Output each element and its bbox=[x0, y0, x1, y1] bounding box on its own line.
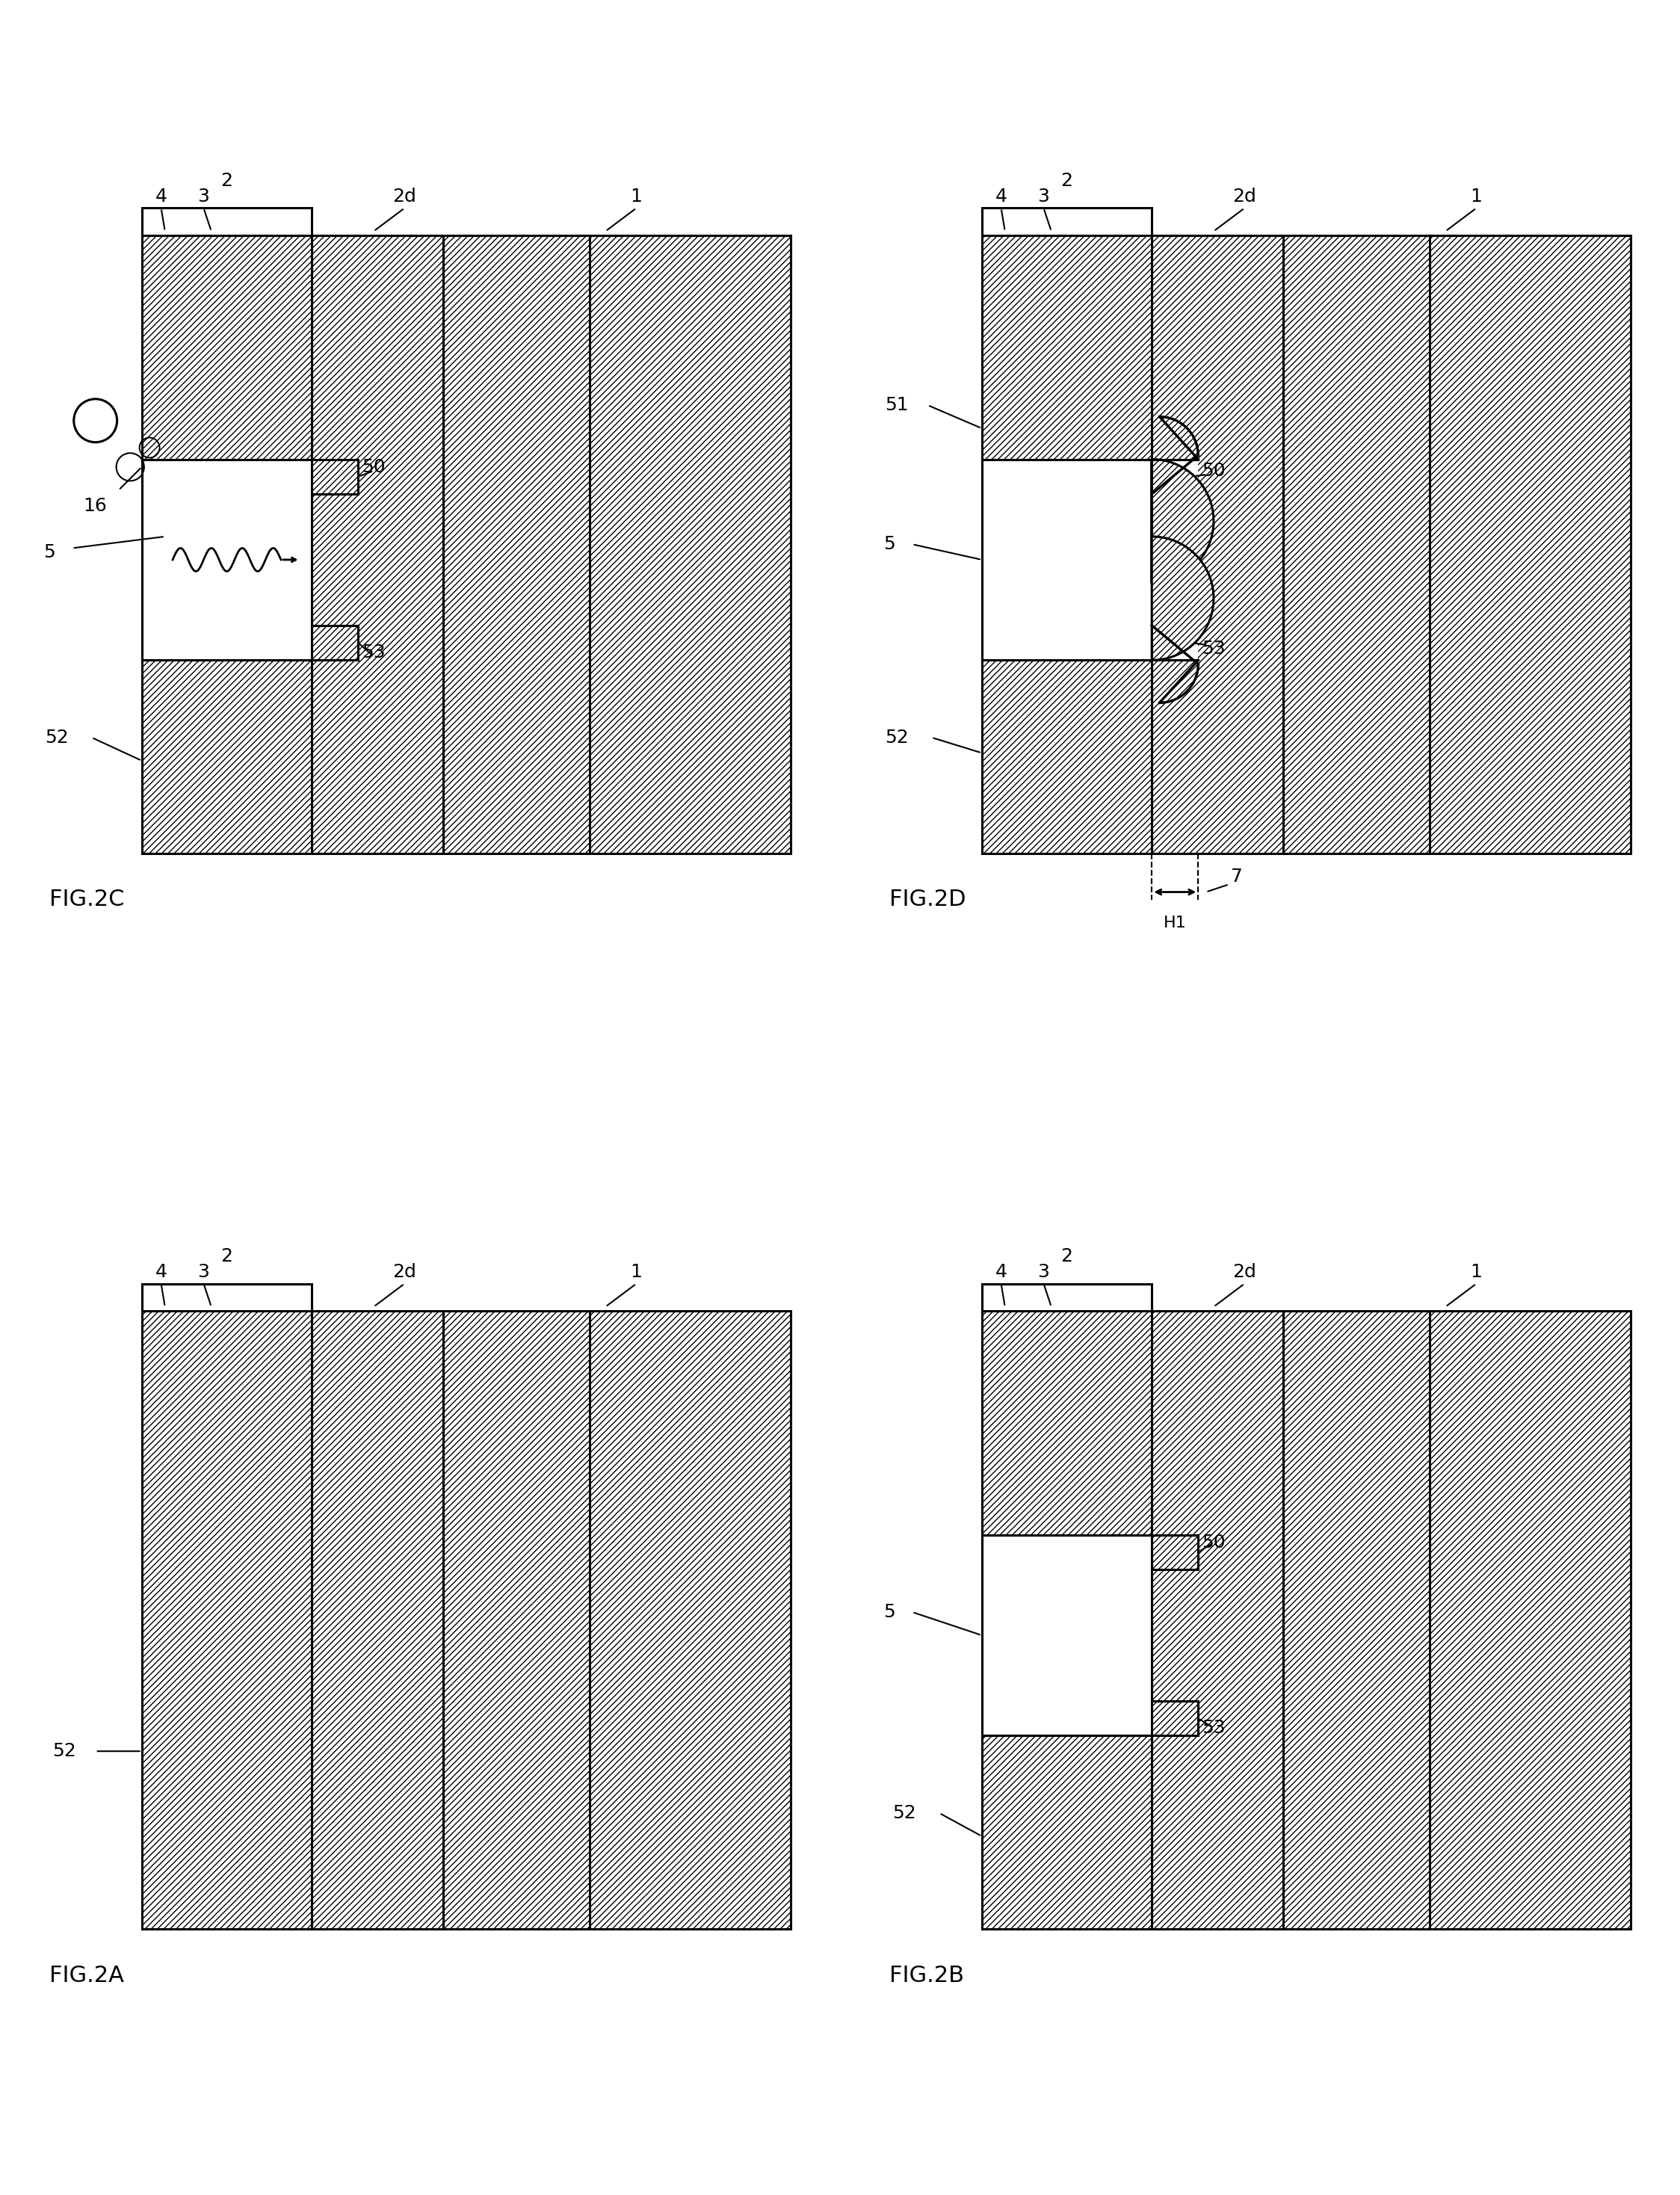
Text: 2d: 2d bbox=[1233, 1262, 1257, 1282]
Text: FIG.2A: FIG.2A bbox=[49, 1965, 124, 1986]
Text: 53: 53 bbox=[1201, 1719, 1225, 1736]
Text: 53: 53 bbox=[361, 643, 385, 661]
Text: 5: 5 bbox=[44, 542, 55, 562]
Text: 3: 3 bbox=[1038, 1262, 1050, 1282]
Bar bbox=[981, 1736, 1152, 1929]
Text: 7: 7 bbox=[1231, 867, 1243, 885]
Text: 52: 52 bbox=[45, 729, 69, 746]
Bar bbox=[981, 1534, 1152, 1736]
Bar bbox=[141, 235, 312, 459]
Text: 52: 52 bbox=[892, 1804, 916, 1822]
Text: 1: 1 bbox=[1470, 1262, 1482, 1282]
Text: 2: 2 bbox=[1060, 171, 1074, 191]
Text: 1: 1 bbox=[630, 1262, 642, 1282]
Bar bbox=[1152, 459, 1198, 494]
Bar bbox=[1152, 235, 1631, 854]
Text: 2d: 2d bbox=[393, 187, 417, 206]
Text: 2d: 2d bbox=[393, 1262, 417, 1282]
Bar bbox=[981, 661, 1152, 854]
Bar bbox=[141, 459, 312, 661]
Text: 1: 1 bbox=[1470, 187, 1482, 206]
Polygon shape bbox=[1152, 459, 1213, 584]
Text: 2: 2 bbox=[1060, 1247, 1074, 1267]
Text: 4: 4 bbox=[995, 187, 1006, 206]
Bar bbox=[141, 661, 312, 854]
Bar bbox=[981, 235, 1152, 459]
Bar bbox=[981, 1310, 1152, 1534]
Text: 16: 16 bbox=[84, 496, 108, 514]
Text: 52: 52 bbox=[885, 729, 909, 746]
Bar bbox=[1152, 1310, 1631, 1929]
Bar bbox=[312, 235, 791, 854]
Text: 1: 1 bbox=[630, 187, 642, 206]
Text: 2: 2 bbox=[220, 1247, 234, 1267]
Bar bbox=[1152, 626, 1198, 661]
Text: 3: 3 bbox=[198, 1262, 210, 1282]
Text: 53: 53 bbox=[1201, 639, 1225, 658]
Text: 5: 5 bbox=[884, 1602, 895, 1622]
Text: 2d: 2d bbox=[1233, 187, 1257, 206]
Text: H1: H1 bbox=[1164, 915, 1186, 931]
Text: 5: 5 bbox=[884, 536, 895, 553]
Text: 3: 3 bbox=[1038, 187, 1050, 206]
Text: 50: 50 bbox=[1201, 461, 1225, 481]
Text: 3: 3 bbox=[198, 187, 210, 206]
Bar bbox=[141, 1310, 312, 1929]
Text: 50: 50 bbox=[1201, 1534, 1225, 1552]
Bar bbox=[312, 1310, 791, 1929]
Bar bbox=[981, 459, 1152, 661]
Polygon shape bbox=[1152, 536, 1213, 661]
Text: 51: 51 bbox=[885, 395, 909, 415]
Text: 4: 4 bbox=[155, 1262, 166, 1282]
Text: 4: 4 bbox=[995, 1262, 1006, 1282]
Text: 50: 50 bbox=[361, 459, 385, 476]
Text: 2: 2 bbox=[220, 171, 234, 191]
Text: FIG.2C: FIG.2C bbox=[49, 889, 124, 911]
Text: 4: 4 bbox=[155, 187, 166, 206]
Text: 52: 52 bbox=[52, 1743, 76, 1760]
Text: FIG.2D: FIG.2D bbox=[889, 889, 966, 911]
Text: FIG.2B: FIG.2B bbox=[889, 1965, 964, 1986]
